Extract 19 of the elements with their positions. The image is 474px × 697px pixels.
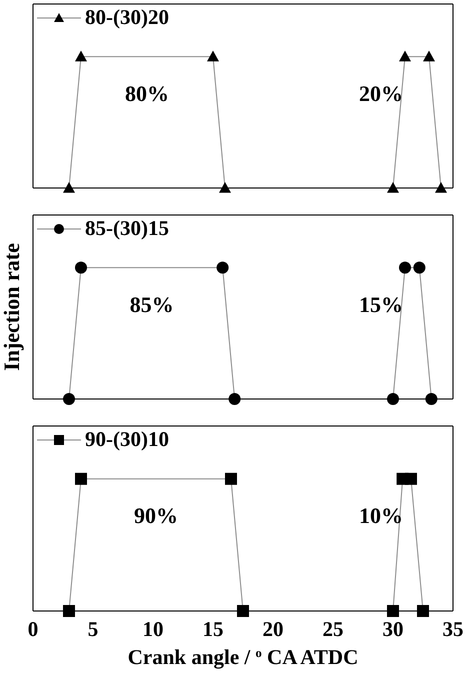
x-tick-label: 15 [202, 616, 224, 641]
x-tick-label: 25 [322, 616, 344, 641]
y-axis-title: Injection rate [0, 242, 24, 371]
x-tick-label: 30 [382, 616, 404, 641]
legend-label: 80-(30)20 [85, 5, 169, 30]
x-tick-label: 35 [442, 616, 464, 641]
x-axis-title: Crank angle / $^{o}$ CA ATDC [128, 645, 358, 669]
x-tick-label: 0 [28, 616, 38, 641]
legend-label: 85-(30)15 [85, 216, 169, 241]
annotation: 90% [134, 503, 178, 529]
legend-label: 90-(30)10 [85, 427, 169, 452]
annotation: 80% [125, 81, 169, 107]
x-tick-label: 20 [262, 616, 284, 641]
annotation: 15% [359, 292, 403, 318]
annotation: 85% [130, 292, 174, 318]
annotation: 10% [359, 503, 403, 529]
x-tick-label: 10 [142, 616, 164, 641]
annotation: 20% [359, 81, 403, 107]
x-tick-label: 5 [88, 616, 98, 641]
